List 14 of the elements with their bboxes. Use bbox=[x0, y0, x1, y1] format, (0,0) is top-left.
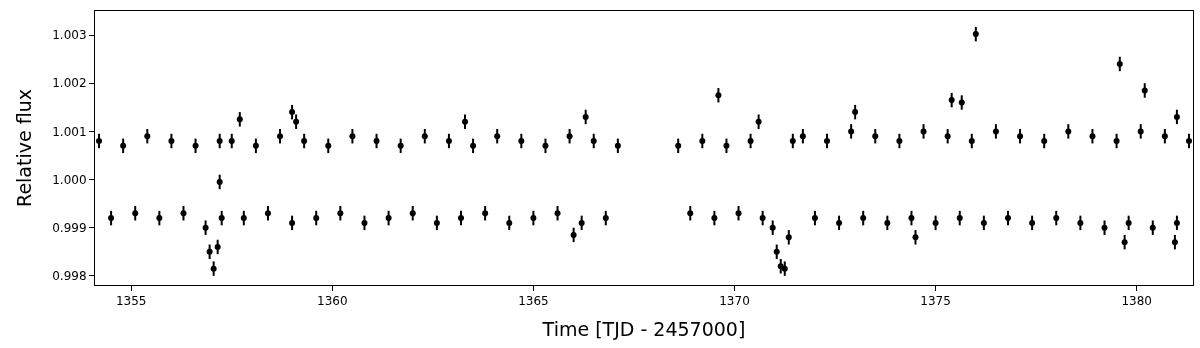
x-tick-label: 1370 bbox=[719, 294, 750, 309]
y-tick-label: 1.002 bbox=[52, 76, 87, 91]
x-tick-label: 1375 bbox=[920, 294, 951, 309]
y-axis-title: Relative flux bbox=[13, 89, 36, 207]
y-tick-label: 0.999 bbox=[52, 220, 87, 235]
x-axis-title: Time [TJD - 2457000] bbox=[541, 318, 746, 341]
y-tick-label: 1.000 bbox=[52, 172, 87, 187]
y-tick-label: 1.001 bbox=[52, 124, 87, 139]
x-tick-label: 1365 bbox=[518, 294, 549, 309]
y-tick-label: 1.003 bbox=[52, 28, 87, 43]
x-tick-label: 1360 bbox=[317, 294, 348, 309]
y-tick-label: 0.998 bbox=[52, 269, 87, 284]
x-tick-label: 1355 bbox=[115, 294, 147, 309]
x-tick-label: 1380 bbox=[1121, 294, 1152, 309]
